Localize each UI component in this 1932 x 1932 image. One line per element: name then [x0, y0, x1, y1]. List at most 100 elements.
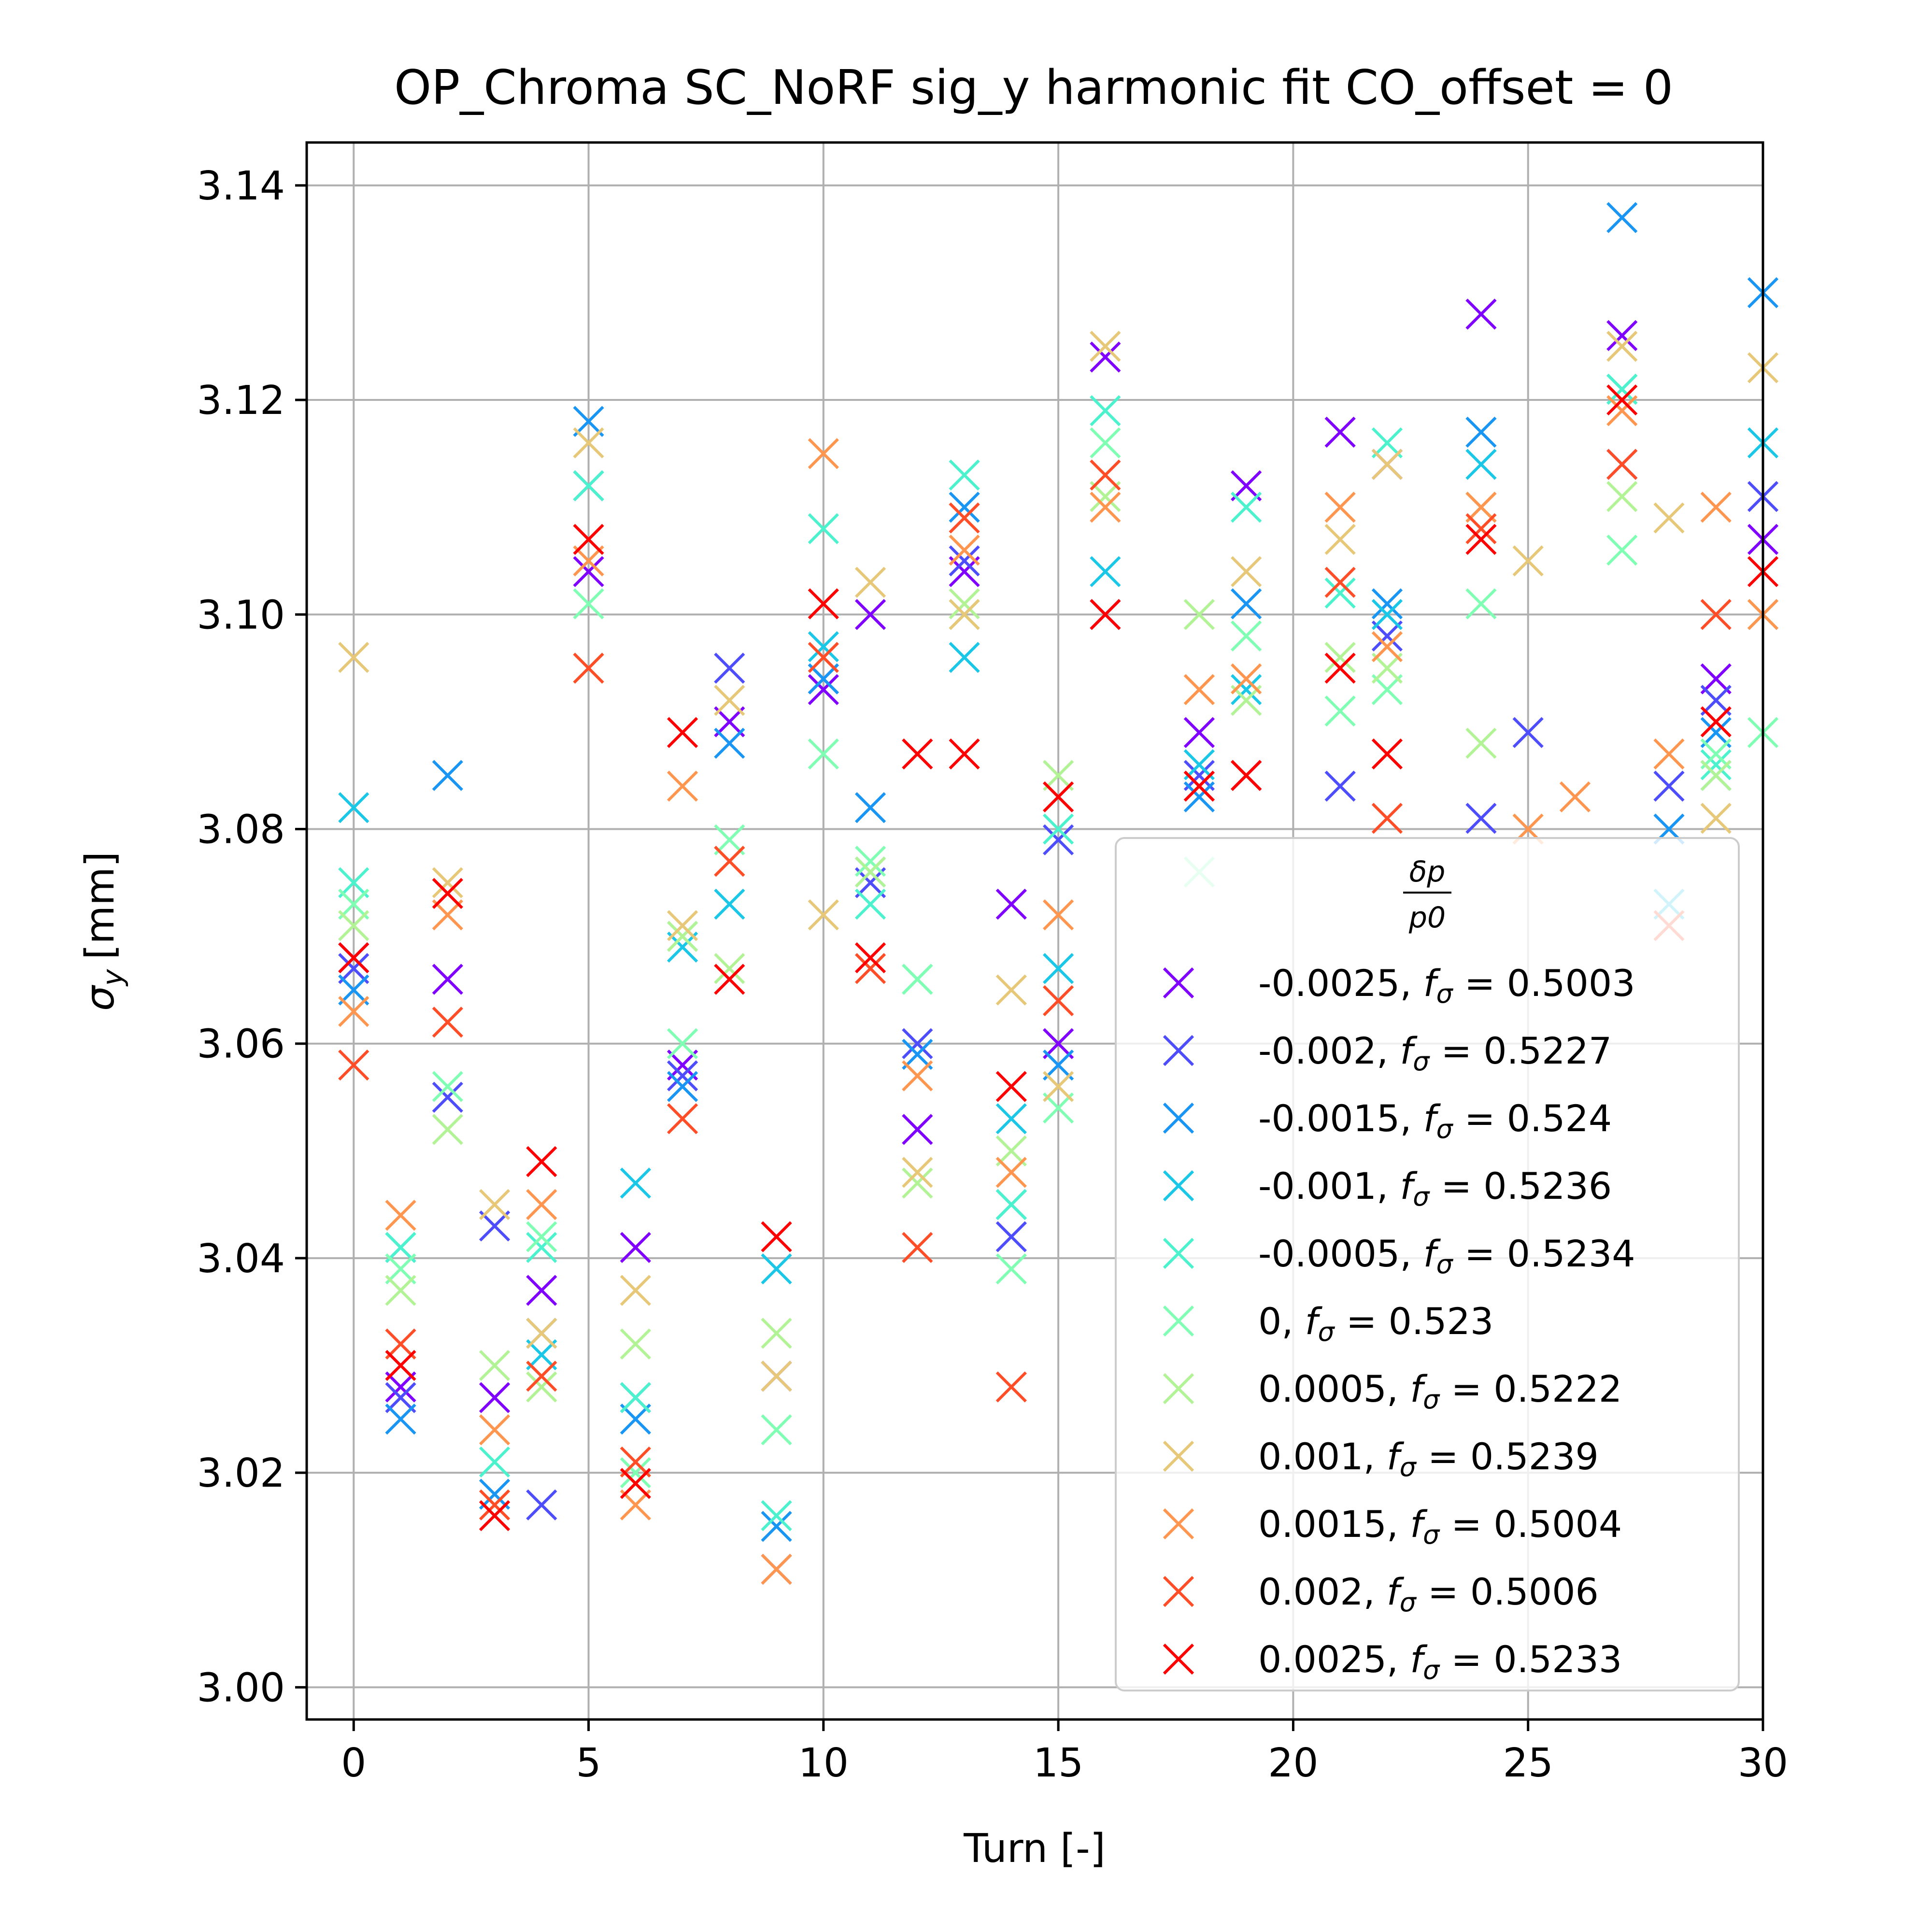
data-point	[526, 1371, 557, 1403]
data-point	[1043, 1028, 1074, 1059]
data-point	[1043, 1071, 1074, 1102]
data-point	[1231, 470, 1262, 501]
data-point	[526, 1275, 557, 1306]
data-point	[854, 599, 886, 630]
data-point	[761, 1253, 792, 1285]
data-point	[1231, 674, 1262, 705]
data-point	[1606, 202, 1638, 233]
data-point	[1700, 717, 1732, 748]
data-point	[432, 760, 463, 791]
legend-marker	[1163, 1035, 1194, 1066]
data-point	[573, 653, 604, 684]
series-2-points	[338, 202, 1779, 1542]
data-point	[1465, 803, 1497, 834]
legend-label-f-value: = 0.5239	[1416, 1435, 1599, 1478]
data-point	[1324, 577, 1356, 609]
legend-label-dp: -0.001,	[1258, 1165, 1400, 1208]
data-point	[995, 1253, 1027, 1285]
data-point	[1700, 492, 1732, 523]
legend-entry: -0.0005, fσ = 0.5234	[1163, 1232, 1635, 1279]
y-tick-label: 3.04	[197, 1236, 285, 1282]
data-point	[385, 1382, 416, 1413]
legend-label-f-subscript: σ	[1413, 1181, 1430, 1212]
data-point	[1090, 556, 1121, 587]
data-point	[1606, 330, 1638, 362]
data-point	[1700, 684, 1732, 716]
data-point	[1700, 663, 1732, 695]
legend-title-numerator: δp	[1409, 855, 1446, 889]
legend-label-f-value: = 0.524	[1453, 1097, 1612, 1140]
legend-label-dp: -0.002,	[1258, 1029, 1400, 1072]
x-tick-label: 25	[1503, 1740, 1553, 1786]
legend-label: -0.001, fσ = 0.5236	[1258, 1165, 1612, 1212]
data-point	[1090, 427, 1121, 459]
legend-marker	[1163, 1170, 1194, 1202]
data-point	[1606, 320, 1638, 351]
y-tick-label: 3.06	[197, 1022, 285, 1067]
data-point	[573, 588, 604, 620]
data-point	[714, 888, 745, 920]
data-point	[620, 1446, 651, 1478]
legend-label: 0.0015, fσ = 0.5004	[1258, 1503, 1622, 1550]
data-point	[620, 1232, 651, 1263]
data-point	[761, 1500, 792, 1532]
legend-label-f-value: = 0.5222	[1439, 1367, 1622, 1410]
data-point	[854, 942, 886, 974]
legend-label: 0.0005, fσ = 0.5222	[1258, 1367, 1622, 1415]
data-point	[808, 588, 839, 620]
data-point	[761, 1318, 792, 1349]
legend-label-dp: -0.0015,	[1258, 1097, 1423, 1140]
data-point	[1324, 770, 1356, 802]
legend-label: 0, fσ = 0.523	[1258, 1300, 1493, 1347]
data-point	[338, 953, 369, 984]
data-point	[854, 867, 886, 898]
data-point	[573, 470, 604, 501]
legend-entry: 0.0015, fσ = 0.5004	[1163, 1503, 1622, 1550]
data-point	[526, 1339, 557, 1370]
data-point	[479, 1189, 511, 1221]
data-point	[432, 1007, 463, 1038]
legend-entry: -0.001, fσ = 0.5236	[1163, 1165, 1612, 1212]
data-point	[620, 1382, 651, 1413]
data-point	[902, 1232, 933, 1263]
data-point	[432, 867, 463, 898]
data-point	[1324, 567, 1356, 598]
data-point	[432, 878, 463, 909]
data-point	[1700, 803, 1732, 834]
data-point	[902, 1038, 933, 1070]
data-point	[1371, 738, 1403, 770]
data-point	[1231, 760, 1262, 791]
data-point	[620, 1275, 651, 1306]
legend-label-f-value: = 0.5004	[1439, 1503, 1622, 1546]
data-point	[479, 1489, 511, 1520]
data-point	[526, 1146, 557, 1178]
data-point	[761, 1553, 792, 1585]
legend-entry: -0.0025, fσ = 0.5003	[1163, 962, 1635, 1009]
series-10-points	[338, 384, 1779, 1532]
data-point	[385, 1253, 416, 1285]
data-point	[1371, 599, 1403, 630]
data-point	[432, 1081, 463, 1113]
data-point	[1043, 953, 1074, 984]
legend-label-f-value: = 0.5234	[1453, 1232, 1635, 1275]
legend-label-f-subscript: σ	[1400, 1452, 1417, 1482]
data-point	[385, 1350, 416, 1381]
data-point	[526, 1489, 557, 1520]
data-point	[526, 1232, 557, 1263]
data-point	[1465, 416, 1497, 448]
data-point	[432, 1114, 463, 1145]
data-point	[714, 684, 745, 716]
data-point	[667, 717, 698, 748]
data-point	[479, 1446, 511, 1478]
data-point	[526, 1361, 557, 1392]
data-point	[338, 1050, 369, 1081]
data-point	[854, 953, 886, 984]
legend-label-f-subscript: σ	[1436, 1249, 1453, 1279]
data-point	[667, 910, 698, 941]
data-point	[667, 1028, 698, 1059]
y-axis-label-unit: [mm]	[77, 852, 123, 960]
data-point	[714, 953, 745, 984]
data-point	[1090, 459, 1121, 491]
data-point	[854, 846, 886, 877]
data-point	[808, 438, 839, 469]
